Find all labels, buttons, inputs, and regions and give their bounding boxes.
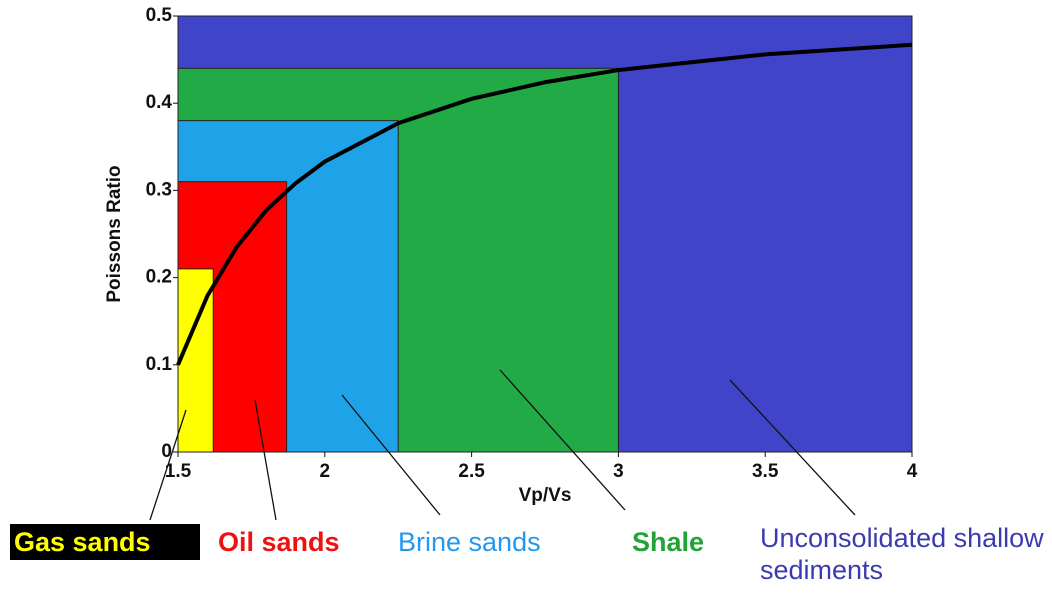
arrow [254,399,277,521]
y-tick-label: 0.5 [146,5,173,26]
x-tick-label: 2.5 [458,461,485,482]
region-label: Shale [632,527,705,557]
arrows [149,369,856,521]
y-tick-label: 0.2 [146,267,172,288]
arrow [729,379,856,516]
region-label: Gas sands [10,524,200,560]
region-label: Oil sands [218,527,340,557]
region-label: Unconsolidated shallow sediments [760,523,1044,585]
x-tick-label: 3 [613,461,624,482]
x-tick-label: 3.5 [752,461,779,482]
y-tick-label: 0.1 [146,354,173,375]
y-tick-label: 0 [161,441,172,462]
curve [176,42,913,366]
y-axis-title: Poissons Ratio [104,165,125,302]
x-tick-label: 2 [320,461,331,482]
y-tick-label: 0.3 [146,179,172,200]
arrow [499,369,626,511]
y-tick-label: 0.4 [146,92,173,113]
region-label: Brine sands [398,527,541,557]
arrow [149,409,187,521]
arrow [341,394,441,516]
x-tick-label: 1.5 [165,461,192,482]
x-axis-title: Vp/Vs [519,485,572,506]
x-tick-label: 4 [907,461,918,482]
